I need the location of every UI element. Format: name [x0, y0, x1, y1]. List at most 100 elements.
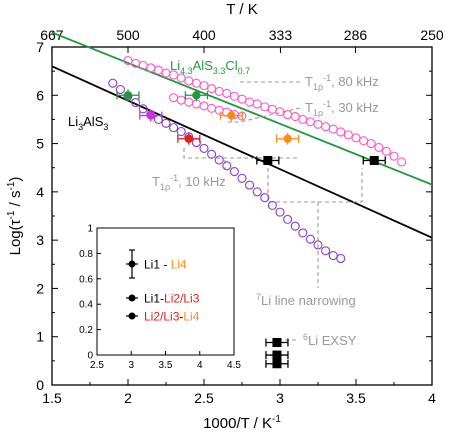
data-point: [260, 102, 270, 112]
data-point: [369, 155, 379, 165]
leader-10khz: [183, 148, 300, 159]
legend-label-part: Li1: [144, 258, 160, 272]
legend-marker-dot: [128, 260, 136, 268]
data-point: [359, 136, 369, 146]
x-tick-label: 2.5: [194, 390, 214, 406]
data-point: [272, 350, 282, 360]
legend-label-part: -: [160, 292, 164, 306]
data-point: [176, 73, 186, 83]
data-point: [343, 130, 353, 140]
x-tick-label: 1.5: [42, 390, 62, 406]
y-tick-label: 0: [36, 377, 44, 393]
top-tick-label: 500: [116, 27, 140, 43]
inset-legend-label: Li1 - Li4: [144, 258, 187, 272]
data-point: [161, 68, 171, 78]
data-point: [313, 119, 323, 129]
inset-x-tick-label: 3: [128, 360, 134, 371]
data-point: [275, 107, 285, 117]
data-point: [161, 118, 171, 128]
data-point: [169, 93, 179, 103]
data-point: [237, 94, 247, 104]
data-point: [267, 200, 277, 210]
data-point: [290, 111, 300, 122]
top-tick-label: 333: [269, 27, 293, 43]
y-tick-label: 3: [36, 232, 44, 248]
data-point: [123, 55, 133, 66]
x-axis-title: 1000/T / K-1: [203, 414, 281, 432]
inset-legend-label: Li1-Li2/Li3: [144, 292, 200, 306]
data-point: [214, 86, 224, 96]
label-li-exsy: 6Li EXSY: [303, 332, 357, 348]
data-point: [169, 123, 179, 133]
data-point: [252, 99, 262, 109]
inset-frame: [96, 227, 235, 356]
data-point: [397, 157, 407, 167]
y-tick-label: 1: [36, 329, 44, 345]
legend-label-part: Li1: [144, 292, 160, 306]
inset-legend-label: Li2/Li3-Li4: [144, 310, 200, 324]
inset-legend: Li1 - Li4 Li1-Li2/Li3 Li2/Li3-Li4: [126, 249, 200, 324]
data-point: [321, 246, 331, 256]
data-point: [298, 228, 308, 238]
label-t1rho-10khz: T1ρ-1, 10 kHz: [152, 173, 226, 192]
data-point: [313, 240, 323, 250]
data-point: [321, 122, 331, 132]
top-tick-label: 286: [344, 27, 368, 43]
x-tick-label: 4: [428, 390, 436, 406]
data-point: [184, 76, 194, 86]
leader-30khz: [225, 107, 301, 123]
top-tick-label: 400: [192, 27, 216, 43]
data-point: [263, 155, 273, 165]
inset-y-tick-label: 0.4: [79, 300, 93, 311]
data-point: [298, 114, 308, 124]
data-point: [381, 146, 391, 156]
data-point: [366, 139, 376, 149]
series-layer: [108, 55, 407, 369]
label-li3als3: Li3AlS3: [68, 114, 108, 132]
data-point: [108, 78, 118, 88]
y-axis-title: Log(τ-1 / s-1): [6, 177, 24, 256]
y-tick-label: 5: [36, 136, 44, 152]
data-point: [199, 101, 209, 111]
data-point: [272, 359, 282, 369]
inset-y-tick-label: 0.6: [79, 274, 93, 285]
data-point: [146, 111, 155, 120]
legend-marker-dot: [128, 294, 136, 302]
series-4: [219, 109, 300, 145]
data-point: [207, 83, 217, 94]
data-point: [328, 124, 338, 134]
data-point: [229, 91, 239, 101]
fit-line-li43alscl: [51, 31, 433, 186]
data-point: [229, 167, 239, 177]
data-point: [131, 97, 141, 108]
inset-ticks: 2.5 3 3.5 4 4.5 0 0.2 0.4 0.6 0.8 1: [79, 224, 241, 372]
label-t1rho-80khz: T1ρ-1, 80 kHz: [305, 73, 379, 92]
legend-label-part: Li4: [183, 310, 199, 324]
series-6: [177, 132, 201, 145]
inset-y-tick-label: 0.8: [79, 249, 93, 260]
data-point: [199, 81, 209, 91]
leader-narrow-left: [267, 168, 363, 203]
top-tick-label: 667: [40, 27, 64, 43]
data-point: [199, 143, 209, 153]
data-point: [336, 127, 346, 137]
top-axis-ticks: 667 500 400 333 286 250: [40, 27, 444, 53]
data-point: [305, 234, 315, 244]
y-axis-ticks: 0 1 2 3 4 5 6 7: [36, 39, 432, 393]
data-point: [283, 110, 293, 120]
series-3: [116, 89, 209, 102]
legend-label-part: -: [179, 310, 183, 324]
inset-y-tick-label: 0.2: [79, 325, 93, 336]
data-point: [237, 173, 247, 183]
data-point: [169, 70, 179, 80]
data-point: [214, 155, 224, 165]
legend-label-part: -: [160, 258, 171, 272]
top-tick-label: 250: [420, 27, 444, 43]
data-point: [214, 105, 224, 115]
data-point: [267, 104, 277, 114]
data-point: [184, 134, 193, 143]
data-point: [351, 133, 361, 143]
data-point: [227, 111, 236, 120]
inset-x-tick-label: 3.5: [159, 360, 173, 371]
inset-legend-entry: Li1-Li2/Li3: [126, 292, 200, 306]
